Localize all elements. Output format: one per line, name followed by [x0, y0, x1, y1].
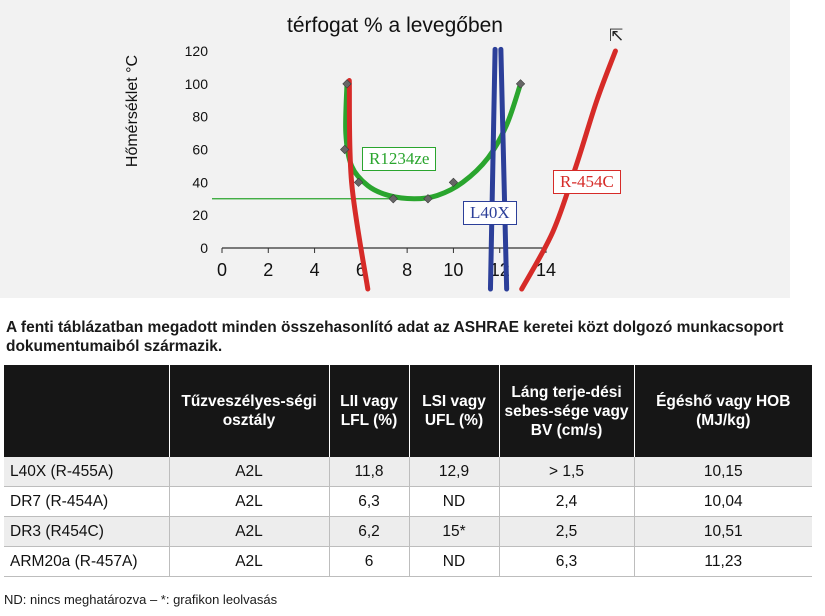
- chart-title: térfogat % a levegőben: [287, 14, 503, 37]
- header-refrigerant: [4, 365, 170, 457]
- series-line-l40x: [487, 46, 498, 292]
- data-point: [515, 79, 526, 89]
- table-cell: 6: [329, 546, 410, 577]
- table-cell: 10,51: [634, 516, 812, 547]
- header-heat-of-combustion: Égéshő vagy HOB (MJ/kg): [634, 365, 812, 457]
- x-tick-label: 4: [310, 260, 320, 280]
- x-tick-label: 2: [263, 260, 273, 280]
- y-tick-label: 60: [192, 142, 208, 158]
- table-cell: 2,5: [499, 516, 635, 547]
- table-cell: 15*: [409, 516, 500, 547]
- table-cell: A2L: [169, 457, 330, 487]
- table-cell: ND: [409, 546, 500, 577]
- header-burning-velocity: Láng terje-dési sebes-sége vagy BV (cm/s…: [499, 365, 635, 457]
- series-label-r454c: R-454C: [553, 170, 621, 194]
- y-axis-label: Hőmérséklet °C: [124, 54, 141, 168]
- y-tick-label: 0: [200, 240, 208, 256]
- footnote: ND: nincs meghatározva – *: grafikon leo…: [4, 592, 278, 607]
- data-point: [340, 144, 350, 155]
- table-row: L40X (R-455A) A2L 11,8 12,9 > 1,5 10,15: [4, 457, 812, 487]
- table-cell: ARM20a (R-457A): [4, 546, 170, 577]
- table-cell: DR7 (R-454A): [4, 486, 170, 517]
- series-line-r-454c: [346, 78, 371, 292]
- table-cell: > 1,5: [499, 457, 635, 487]
- data-point: [388, 194, 398, 204]
- y-tick-label: 20: [192, 207, 208, 223]
- data-point: [342, 79, 352, 89]
- x-tick-label: 6: [356, 260, 366, 280]
- x-tick-label: 10: [443, 260, 463, 280]
- x-tick-label: 14: [536, 260, 556, 280]
- table-cell: A2L: [169, 486, 330, 517]
- y-tick-label: 100: [185, 76, 209, 92]
- table-header-row: Tűzveszélyes-ségi osztály LII vagy LFL (…: [4, 365, 812, 457]
- table-cell: 11,23: [634, 546, 812, 577]
- caption: A fenti táblázatban megadott minden össz…: [6, 319, 784, 355]
- series-label-r1234ze: R1234ze: [362, 147, 437, 171]
- table-cell: DR3 (R454C): [4, 516, 170, 547]
- table-row: ARM20a (R-457A) A2L 6 ND 6,3 11,23: [4, 546, 812, 577]
- table-cell: 6,2: [329, 516, 410, 547]
- table-cell: 11,8: [329, 457, 410, 487]
- mouse-pointer-icon: ⇱: [609, 26, 624, 46]
- data-point: [423, 194, 433, 204]
- table-cell: 2,4: [499, 486, 635, 517]
- table-cell: 10,15: [634, 457, 812, 487]
- x-tick-label: 8: [402, 260, 412, 280]
- table-cell: L40X (R-455A): [4, 457, 170, 487]
- x-tick-label: 0: [217, 260, 227, 280]
- table-row: DR3 (R454C) A2L 6,2 15* 2,5 10,51: [4, 516, 812, 547]
- table-cell: 12,9: [409, 457, 500, 487]
- table-cell: ND: [409, 486, 500, 517]
- data-point: [448, 177, 459, 187]
- table-cell: A2L: [169, 516, 330, 547]
- table-cell: 10,04: [634, 486, 812, 517]
- header-ufl: LSI vagy UFL (%): [409, 365, 500, 457]
- series-label-l40x: L40X: [463, 201, 517, 225]
- series-line-l40x: [498, 46, 510, 292]
- table-cell: 6,3: [329, 486, 410, 517]
- y-tick-label: 80: [192, 109, 208, 125]
- comparison-table: Tűzveszélyes-ségi osztály LII vagy LFL (…: [4, 365, 812, 577]
- header-flammability-class: Tűzveszélyes-ségi osztály: [169, 365, 330, 457]
- table-row: DR7 (R-454A) A2L 6,3 ND 2,4 10,04: [4, 486, 812, 517]
- series-line-r-454c: [519, 48, 618, 292]
- data-point: [353, 177, 364, 187]
- table-cell: A2L: [169, 546, 330, 577]
- chart-panel: térfogat % a levegőben 0 2 4 6 8 10 12 14 0 20 40 6…: [0, 0, 790, 298]
- y-tick-label: 120: [185, 43, 209, 59]
- table-cell: 6,3: [499, 546, 635, 577]
- y-tick-label: 40: [192, 174, 208, 190]
- header-lfl: LII vagy LFL (%): [329, 365, 410, 457]
